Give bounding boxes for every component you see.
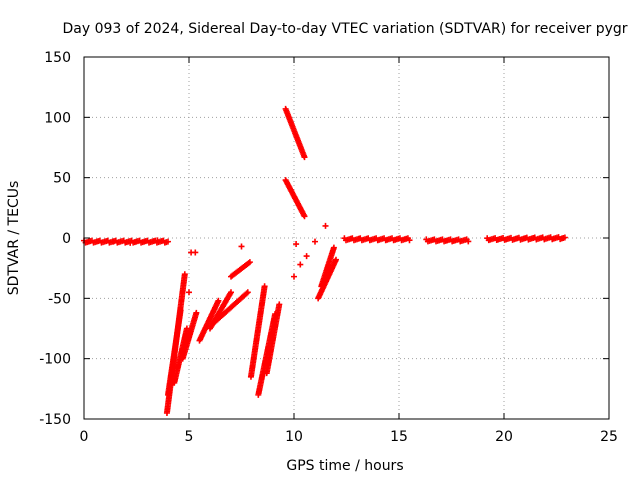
data-point [154,237,161,244]
y-tick-label: -150 [39,412,71,428]
x-tick-label: 20 [495,429,513,445]
data-point-arc-4 [193,309,200,316]
data-point [192,249,199,256]
data-point-arc-13 [301,213,308,220]
y-tick-label: 50 [53,171,71,187]
axis-ticks: 0 5 10 15 20 25 -150 -100 -50 0 50 100 150 [39,50,618,445]
data-point [110,238,117,245]
y-axis-label: SDTVAR / TECUs [6,181,22,296]
data-point [297,261,304,268]
data-point-arc-12 [301,154,308,161]
data-point-arc-8 [246,259,253,266]
x-tick-label: 15 [390,429,408,445]
data-point [186,289,192,296]
data-point-arc-7 [244,289,251,296]
y-tick-label: -100 [39,352,71,368]
y-tick-label: 0 [62,231,71,247]
data-point-arc-11 [276,301,283,308]
data-point-baseline-d [561,234,568,241]
data-point [322,222,329,229]
data-point-arc-9 [261,283,268,290]
data-point-arc-14 [333,256,339,263]
data-point-baseline-c [465,238,472,245]
data-point-arc-2 [177,307,184,314]
data-point [291,273,297,280]
y-tick-label: -50 [48,291,71,307]
data-point [238,243,245,250]
data-point-arc-15 [330,244,337,251]
y-tick-label: 150 [44,50,71,66]
data-point [127,239,134,246]
data-point-baseline-b [406,237,413,244]
data-point [303,253,310,260]
x-tick-label: 5 [185,429,194,445]
data-point [293,241,300,248]
x-tick-label: 10 [285,429,303,445]
data-point-baseline-a [165,238,171,245]
x-tick-label: 25 [600,429,618,445]
chart-title: Day 093 of 2024, Sidereal Day-to-day VTE… [62,21,627,37]
data-marks [81,105,568,416]
data-point [312,238,318,245]
data-point-arc-6 [228,289,234,296]
x-tick-label: 0 [80,429,89,445]
x-axis-label: GPS time / hours [286,458,403,474]
y-tick-label: 100 [44,110,71,126]
data-point-arc-1 [181,271,188,278]
data-point-arc-5 [215,297,222,304]
